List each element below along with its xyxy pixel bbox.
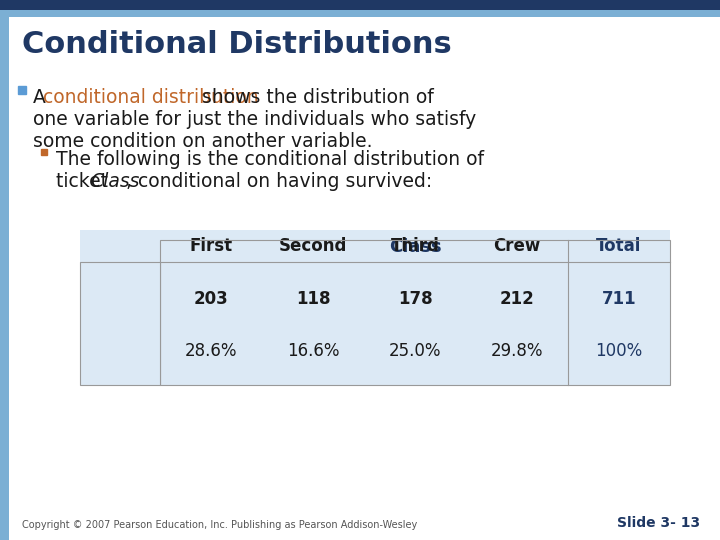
Text: 100%: 100% [595,342,643,360]
Text: 118: 118 [296,290,330,308]
Bar [0,0,720,10]
Text: Copyright © 2007 Pearson Education, Inc. Publishing as Pearson Addison-Wesley: Copyright © 2007 Pearson Education, Inc.… [22,520,418,530]
Text: ticket: ticket [56,172,114,191]
Text: , conditional on having survived:: , conditional on having survived: [126,172,432,191]
Text: 178: 178 [397,290,432,308]
Text: The following is the conditional distribution of: The following is the conditional distrib… [56,150,484,169]
Text: Total: Total [596,237,642,255]
Text: Class: Class [389,238,441,256]
Text: Conditional Distributions: Conditional Distributions [22,30,451,59]
Text: 16.6%: 16.6% [287,342,339,360]
Bar [160,230,670,262]
Text: 711: 711 [602,290,636,308]
Text: shows the distribution of: shows the distribution of [196,88,433,107]
Bar [0,10,720,17]
Text: 203: 203 [194,290,228,308]
Text: some condition on another variable.: some condition on another variable. [33,132,372,151]
Text: A: A [33,88,52,107]
Bar [80,230,670,385]
Text: 29.8%: 29.8% [491,342,544,360]
Bar [80,262,160,385]
Text: Crew: Crew [493,237,541,255]
Text: 28.6%: 28.6% [185,342,238,360]
Text: 212: 212 [500,290,534,308]
Text: First: First [189,237,233,255]
Text: conditional distribution: conditional distribution [43,88,258,107]
Text: one variable for just the individuals who satisfy: one variable for just the individuals wh… [33,110,476,129]
Text: 25.0%: 25.0% [389,342,441,360]
Text: Class: Class [90,172,140,191]
Bar [160,240,670,385]
Text: Third: Third [390,237,439,255]
Text: Slide 3- 13: Slide 3- 13 [617,516,700,530]
Text: Second: Second [279,237,347,255]
Bar [0,0,9,540]
Text: Alive: Alive [99,314,140,333]
